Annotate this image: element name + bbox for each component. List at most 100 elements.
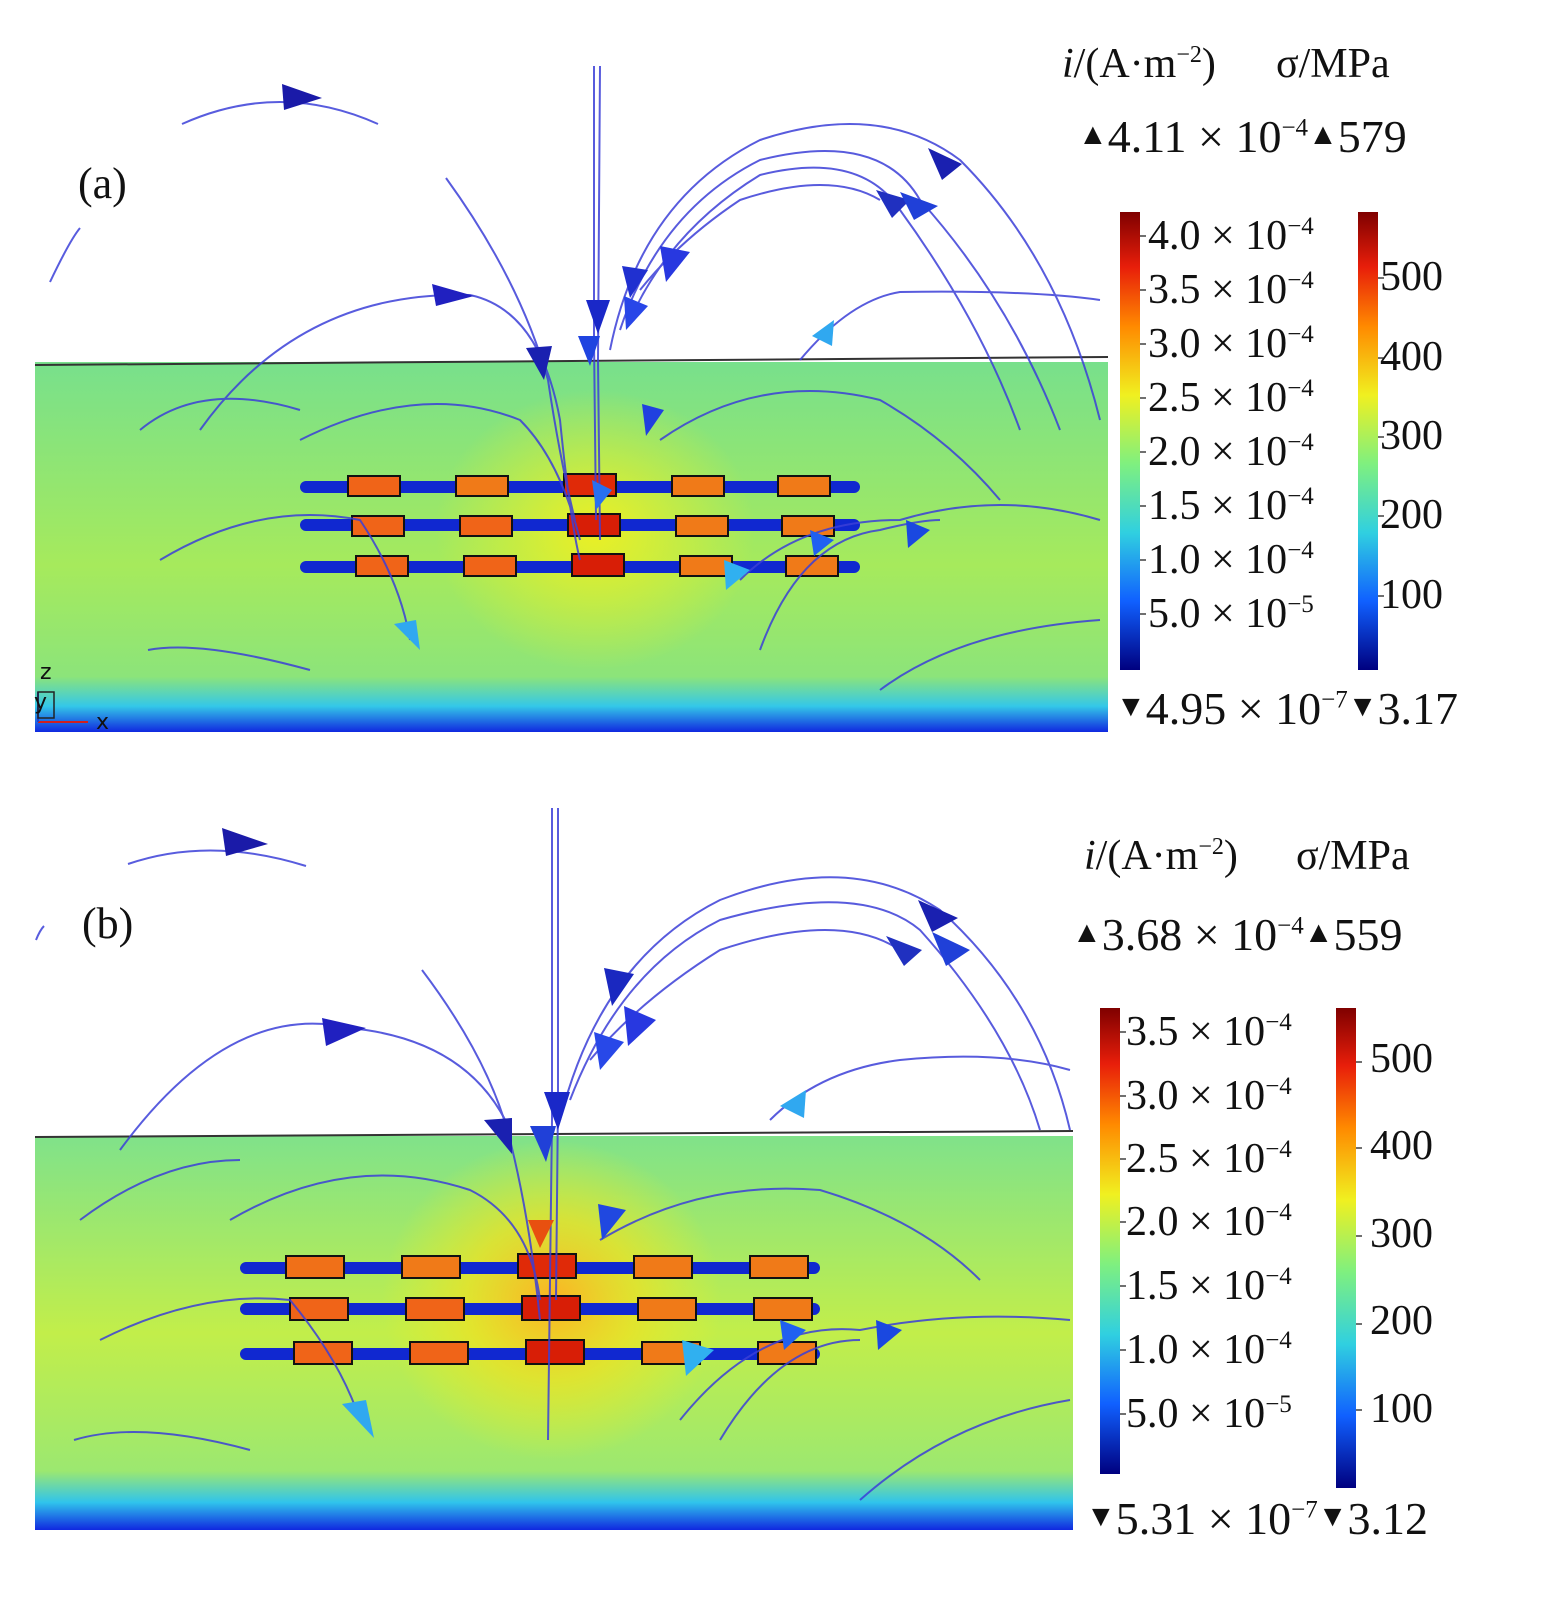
stress-tick-label: 300 [1370, 1211, 1433, 1257]
triangle-down-icon: ▼ [1116, 690, 1146, 723]
streamline-arrow-icon [432, 284, 474, 306]
cbar-tick-label: 1.5 × 10−4 [1148, 483, 1314, 529]
conductor-block [459, 515, 513, 537]
max-values: ▲4.11 × 10−4▲579 [1078, 111, 1407, 162]
streamline-arrow-icon [624, 296, 648, 330]
streamline [127, 849, 307, 867]
panel-label: (a) [78, 159, 127, 208]
streamline-arrow-icon [342, 1400, 374, 1438]
conductor-block [521, 1295, 581, 1321]
streamline [199, 293, 581, 561]
conductor-block [401, 1255, 461, 1279]
stress-colorbar [1358, 212, 1378, 670]
streamline [159, 514, 411, 641]
cbar-tick-label: 3.5 × 10−4 [1126, 1009, 1292, 1055]
streamline [181, 101, 379, 125]
streamline-arrows [222, 828, 970, 1438]
streamline [547, 808, 553, 1441]
streamline-arrow-icon [578, 336, 600, 366]
streamline [593, 66, 597, 521]
streamline [596, 65, 601, 541]
streamline-arrow-icon [876, 1320, 902, 1350]
panel-b: (b) i/(A·m−2) σ/MPa ▲3.68 × 10−4▲559 3.5… [0, 800, 1551, 1600]
streamline-arrow-icon [282, 84, 322, 110]
streamline-arrow-icon [622, 266, 648, 298]
stress-tick-label: 200 [1370, 1298, 1433, 1344]
cbar-tick-label: 2.0 × 10−4 [1148, 429, 1314, 475]
conductor-block [679, 555, 733, 577]
stress-header: σ/MPa [1296, 833, 1410, 879]
cbar-tick-label: 5.0 × 10−5 [1148, 591, 1314, 637]
current-density-symbol: i [1084, 833, 1096, 879]
stress-tick-label: 400 [1380, 334, 1443, 380]
streamline-arrow-icon [660, 246, 690, 282]
unit-close: ) [1223, 833, 1238, 879]
streamline-arrow-icon [484, 1118, 512, 1154]
current-density-max-exp: −4 [1277, 912, 1304, 940]
streamline-arrow-icon [928, 148, 962, 180]
streamline-arrow-icon [642, 404, 664, 436]
unit-exponent: −2 [1198, 834, 1224, 860]
streamline-arrow-icon [780, 1090, 806, 1118]
streamline [599, 1187, 981, 1281]
current-density-unit: /(A·m [1073, 41, 1177, 87]
triangle-down-icon: ▼ [1347, 690, 1378, 723]
current-density-tick-labels: 4.0 × 10−4 3.5 × 10−4 3.0 × 10−4 2.5 × 1… [1148, 214, 1358, 654]
streamline [609, 123, 1101, 421]
streamline-arrow-icon [604, 968, 634, 1006]
streamline-arrow-icon [594, 1032, 624, 1070]
stress-tick-labels: 500 400 300 200 100 [1370, 1038, 1460, 1438]
stress-tick-label: 500 [1380, 254, 1443, 300]
triangle-up-icon: ▲ [1078, 118, 1108, 151]
conductor-block [351, 515, 405, 537]
axis-z-label: z [40, 660, 52, 685]
current-density-min-exp: −7 [1321, 686, 1348, 714]
current-density-max: 3.68 [1101, 909, 1183, 960]
streamline-arrow-icon [394, 620, 420, 650]
triangle-down-icon: ▼ [1086, 1500, 1116, 1533]
streamline-arrow-icon [810, 530, 834, 556]
conductor-block [517, 1253, 577, 1279]
cbar-tick-label: 4.0 × 10−4 [1148, 213, 1314, 259]
cbar-tick-label: 3.0 × 10−4 [1126, 1073, 1292, 1119]
stress-tick-label: 100 [1370, 1386, 1433, 1432]
streamline-arrow-icon [528, 1220, 554, 1248]
streamline-arrows [282, 84, 962, 650]
domain-boundary [34, 356, 1109, 366]
colorbar-ticks [1120, 1031, 1362, 1415]
streamline-arrow-icon [322, 1018, 366, 1046]
streamline [49, 227, 81, 283]
streamline-arrow-icon [900, 192, 938, 220]
simulation-field-a [34, 65, 1384, 732]
unit-exponent: −2 [1176, 42, 1202, 68]
conductor-block [749, 1255, 809, 1279]
streamlines [35, 808, 1071, 1501]
streamline-arrow-icon [526, 346, 552, 380]
min-values: ▼4.95 × 10−7▼3.17 [1116, 683, 1458, 734]
conductor-block [637, 1297, 697, 1321]
streamline-arrow-icon [812, 320, 834, 346]
conductor-block [289, 1297, 349, 1321]
streamline [147, 646, 311, 671]
conductor-block [671, 475, 725, 497]
cbar-tick-label: 1.5 × 10−4 [1126, 1263, 1292, 1309]
current-density-colorbar [1100, 1008, 1120, 1474]
stress-max: 579 [1337, 111, 1407, 162]
conductor-block [567, 513, 621, 537]
streamline [35, 925, 45, 941]
streamline-arrow-icon [906, 520, 930, 548]
conductor-block [293, 1341, 353, 1365]
streamline [879, 619, 1101, 691]
streamline [759, 519, 941, 651]
streamline [589, 929, 901, 1061]
streamline [73, 1431, 251, 1451]
streamline [719, 1339, 861, 1441]
stress-header: σ/MPa [1276, 41, 1390, 87]
streamline-arrow-icon [918, 900, 958, 932]
axis-triad [37, 691, 88, 723]
stress-tick-label: 200 [1380, 492, 1443, 538]
colorbar-ticks [1140, 235, 1384, 615]
cbar-tick-label: 2.5 × 10−4 [1126, 1136, 1292, 1182]
streamline [229, 1174, 541, 1301]
conductor-block [753, 1297, 813, 1321]
